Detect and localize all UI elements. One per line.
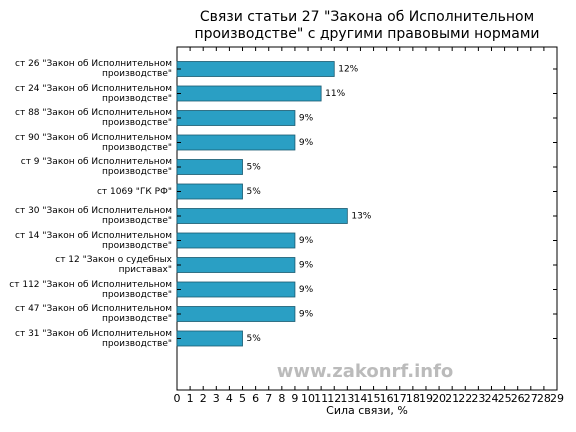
y-tick-label: ст 112 "Закон об Исполнительном производ… [9,279,172,300]
x-tick-label: 7 [265,392,272,405]
x-tick-label: 16 [380,392,394,405]
y-tick-label: ст 9 "Закон об Исполнительном производст… [20,157,172,177]
value-label: 9% [299,236,314,246]
x-tick-label: 15 [367,392,381,405]
x-tick-label: 5 [239,392,246,405]
x-tick-label: 24 [484,392,498,405]
x-tick-label: 23 [471,392,485,405]
bar [176,159,243,175]
x-tick-label: 21 [445,392,459,405]
bar [176,208,348,224]
x-tick-label: 20 [432,392,446,405]
x-tick-label: 25 [498,392,512,405]
value-label: 5% [247,334,262,344]
bar [176,281,296,298]
bar [176,232,296,249]
x-tick-label: 1 [187,392,194,405]
bar [176,330,243,347]
y-tick-label: ст 26 "Закон об Исполнительном производс… [15,59,172,79]
value-label: 11% [325,89,345,99]
y-tick-label: ст 30 "Закон об Исполнительном производс… [15,206,172,226]
value-label: 9% [299,285,314,295]
x-tick-label: 4 [226,392,233,405]
bar [176,85,322,102]
value-label: 9% [299,261,314,271]
y-tick-label: ст 88 "Закон об Исполнительном производс… [15,108,172,128]
x-tick-label: 0 [174,392,181,405]
y-tick-label: ст 14 "Закон об Исполнительном производс… [15,230,172,251]
x-tick-label: 22 [458,392,472,405]
y-tick-label: ст 90 "Закон об Исполнительном производс… [15,132,172,153]
x-tick-label: 17 [393,392,407,405]
x-tick-label: 27 [524,392,538,405]
watermark: www.zakonrf.info [277,361,454,382]
y-tick-label: ст 47 "Закон об Исполнительном производс… [15,304,172,324]
x-tick-label: 9 [291,392,298,405]
bar [176,61,335,77]
y-tick-label: ст 24 "Закон об Исполнительном производс… [15,83,172,104]
value-label: 9% [299,114,314,124]
x-axis-label: Сила связи, % [326,404,408,417]
bar [176,134,296,151]
x-tick-label: 3 [213,392,220,405]
x-tick-label: 19 [419,392,433,405]
bar [176,183,243,200]
x-tick-label: 14 [353,392,367,405]
x-tick-label: 12 [327,392,341,405]
bar [176,257,296,273]
bar [176,306,296,322]
x-tick-label: 29 [550,392,564,405]
value-label: 5% [247,187,262,197]
x-tick-label: 2 [200,392,207,405]
value-label: 9% [299,138,314,148]
x-tick-label: 18 [406,392,420,405]
value-label: 5% [247,163,262,173]
x-tick-label: 28 [537,392,551,405]
x-tick-label: 6 [252,392,259,405]
x-tick-label: 8 [278,392,285,405]
value-label: 9% [299,310,314,320]
bar [176,110,296,126]
x-tick-label: 26 [511,392,525,405]
y-tick-label: ст 31 "Закон об Исполнительном производс… [15,328,172,349]
x-tick-label: 13 [340,392,354,405]
chart-title: Связи статьи 27 "Закона об Исполнительно… [194,9,540,42]
y-tick-label: ст 1069 "ГК РФ" [96,186,172,197]
y-tick-label: ст 12 "Закон о судебных приставах" [55,255,172,275]
x-tick-label: 10 [301,392,315,405]
value-label: 12% [338,65,358,75]
x-tick-label: 11 [314,392,328,405]
value-label: 13% [351,212,371,222]
